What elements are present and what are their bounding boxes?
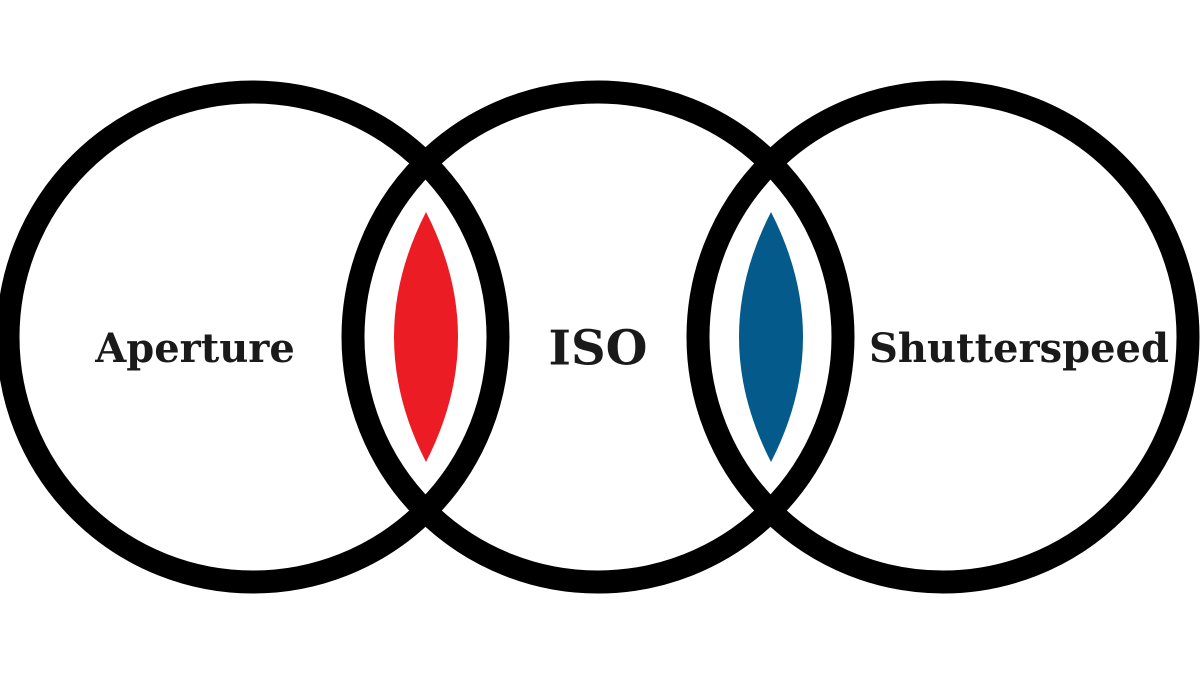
iso-circle: [341, 80, 855, 594]
overlap-aperture-iso-lens: [394, 212, 458, 462]
overlap-iso-shutterspeed-lens: [739, 212, 803, 462]
aperture-circle: [0, 80, 510, 594]
aperture-label: Aperture: [94, 325, 295, 372]
shutterspeed-label: Shutterspeed: [869, 325, 1169, 372]
iso-label: ISO: [549, 321, 648, 377]
shutterspeed-circle: [686, 80, 1200, 594]
